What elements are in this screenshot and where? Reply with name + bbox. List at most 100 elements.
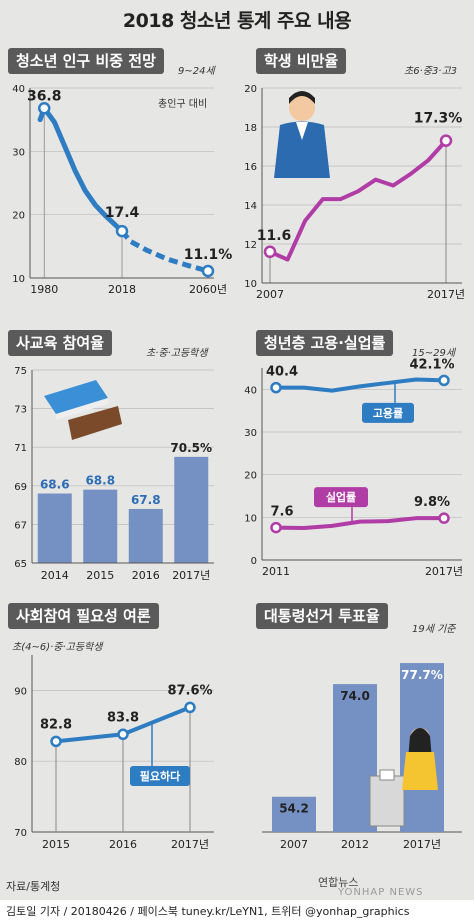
chart4-data-label: 40.4 [266, 365, 298, 380]
chart1-point [115, 224, 129, 238]
chart4-point [270, 381, 282, 394]
chart2-data-label: 17.3% [414, 111, 463, 127]
panel4-subtitle: 15~29세 [412, 348, 456, 359]
person-body-icon [274, 121, 330, 178]
person-head-icon [289, 95, 315, 121]
chart2-y-tick: 14 [244, 201, 257, 212]
chart5-point [50, 735, 62, 748]
chart3-data-label: 68.8 [85, 474, 115, 488]
chart3-x-tick: 2015 [86, 569, 114, 582]
chart5-x-tick: 2017년 [171, 838, 209, 851]
chart4-x-tick: 2011 [262, 565, 290, 578]
panel1-subtitle: 9~24세 [178, 66, 215, 77]
chart3-data-label: 70.5% [170, 441, 212, 455]
voter-body-icon [402, 752, 438, 790]
chart3-bar [174, 456, 209, 563]
chart1-y-tick: 40 [12, 84, 25, 95]
credit-line: 김토일 기자 / 20180426 / 페이스북 tuney.kr/LeYN1,… [6, 905, 410, 918]
chart3-y-tick: 67 [14, 520, 27, 531]
chart2-y-tick: 20 [244, 84, 257, 95]
panel3-title: 사교육 참여율 [8, 330, 113, 356]
logo: 연합뉴스 [318, 876, 359, 889]
chart1-y-tick: 20 [12, 211, 25, 222]
chart3-x-tick: 2014 [41, 569, 69, 582]
chart5-point [184, 701, 196, 714]
chart1-y-tick: 30 [12, 147, 25, 158]
chart4-point [438, 512, 450, 524]
chart3-x-tick: 2017년 [172, 569, 210, 582]
footer [0, 900, 474, 923]
chart4-y-tick: 0 [251, 556, 257, 567]
chart4-tag-unemployment [314, 487, 368, 508]
chart5-series-label: 필요하다 [140, 769, 181, 783]
chart4-y-tick: 40 [244, 385, 257, 396]
chart4-y-tick: 30 [244, 428, 257, 439]
chart4-tag-employment [362, 402, 414, 423]
chart4-y-tick: 10 [244, 513, 257, 524]
chart5-x-tick: 2016 [109, 838, 137, 851]
chart3-x-tick: 2016 [132, 569, 160, 582]
chart5-data-label: 82.8 [40, 717, 72, 732]
chart6-x-tick: 2012 [341, 838, 369, 851]
chart6-data-label: 77.7% [401, 668, 443, 682]
panel3-subtitle: 초·중·고등학생 [146, 348, 208, 359]
panel1-title: 청소년 인구 비중 전망 [8, 48, 164, 74]
panel6-title: 대통령선거 투표율 [256, 603, 388, 629]
chart3-y-tick: 69 [14, 482, 27, 493]
chart1-point [37, 102, 51, 115]
chart3-y-tick: 73 [14, 405, 27, 416]
panel1-note: 총인구 대비 [158, 99, 208, 110]
chart1-data-label: 36.8 [27, 88, 62, 104]
chart3-bar [83, 489, 118, 563]
chart3-bar [128, 508, 163, 563]
chart2-y-tick: 12 [244, 240, 257, 251]
chart5-y-tick: 90 [14, 686, 27, 697]
chart3-data-label: 68.6 [40, 478, 70, 492]
chart5-x-tick: 2015 [42, 838, 70, 851]
chart1-data-label: 11.1% [184, 247, 233, 263]
chart6-x-tick: 2017년 [403, 838, 441, 851]
book-pages-icon [56, 398, 108, 420]
chart4-data-label: 42.1% [409, 357, 454, 372]
chart4-point [438, 374, 450, 387]
chart6-data-label: 54.2 [279, 802, 309, 816]
chart5-y-tick: 70 [14, 828, 27, 839]
chart5-tag [130, 766, 190, 786]
chart2-point [439, 134, 453, 147]
chart2-point [263, 245, 277, 259]
chart2-y-tick: 16 [244, 162, 257, 173]
ballot-paper-icon [379, 769, 395, 781]
chart5-data-label: 83.8 [107, 710, 139, 725]
chart3-y-tick: 75 [14, 366, 27, 377]
chart4-series-label-unemployment: 실업률 [326, 490, 356, 504]
chart4-series-label-employment: 고용률 [373, 407, 403, 420]
panel5-subtitle: 초(4~6)·중·고등학생 [12, 642, 103, 653]
chart1-line-actual [37, 105, 125, 234]
person-hair-icon [289, 91, 315, 104]
book-top-icon [44, 380, 108, 414]
chart2-y-tick: 18 [244, 123, 257, 134]
chart6-data-label: 74.0 [340, 689, 370, 703]
panel6-subtitle: 19세 기준 [412, 624, 456, 635]
chart4-line-unemployment [275, 516, 444, 530]
chart1-x-tick: 2018 [108, 283, 136, 296]
chart2-x-tick: 2017년 [427, 288, 465, 301]
chart1-line-projection [120, 229, 209, 274]
chart2-x-tick: 2007 [256, 288, 284, 301]
chart6-bar [272, 796, 316, 832]
person-shirt-icon [296, 122, 308, 140]
chart1-point [201, 264, 215, 278]
chart4-data-label: 9.8% [414, 495, 450, 510]
panel4-title: 청년층 고용·실업률 [256, 330, 394, 356]
chart5-y-tick: 80 [14, 757, 27, 768]
chart4-x-tick: 2017년 [425, 565, 463, 578]
panel5-title: 사회참여 필요성 여론 [8, 603, 159, 629]
chart1-x-tick: 1980 [30, 283, 58, 296]
book-bottom-icon [68, 406, 122, 440]
chart5-data-label: 87.6% [167, 683, 212, 698]
source-note: 자료/통계청 [6, 880, 61, 893]
chart3-y-tick: 71 [14, 443, 27, 454]
chart2-y-tick: 10 [244, 279, 257, 290]
page-title: 2018 청소년 통계 주요 내용 [122, 10, 352, 32]
chart1-data-label: 17.4 [105, 205, 140, 221]
